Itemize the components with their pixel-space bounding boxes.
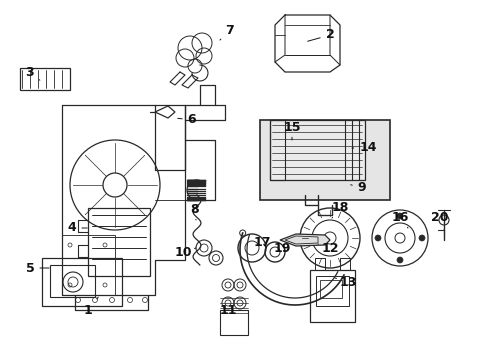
Circle shape [418, 235, 424, 241]
Text: 10: 10 [174, 246, 196, 258]
Circle shape [374, 235, 380, 241]
Text: 4: 4 [67, 221, 87, 234]
Bar [269, 120, 364, 180]
Text: 13: 13 [334, 275, 356, 288]
Bar [319, 280, 341, 298]
Bar [315, 276, 348, 306]
Text: 5: 5 [25, 261, 49, 274]
Text: 14: 14 [351, 141, 376, 154]
Text: 2: 2 [307, 28, 334, 41]
Text: 18: 18 [331, 202, 348, 218]
Text: 20: 20 [430, 211, 448, 230]
Circle shape [396, 257, 402, 263]
Text: 6: 6 [178, 113, 196, 126]
Text: 17: 17 [253, 235, 270, 248]
Text: 15: 15 [283, 121, 300, 140]
Text: 9: 9 [350, 181, 366, 194]
Text: 16: 16 [390, 211, 408, 228]
Text: 12: 12 [317, 242, 338, 255]
Text: 19: 19 [273, 242, 290, 255]
Bar [220, 310, 247, 335]
Bar [50, 265, 95, 297]
Text: 8: 8 [190, 203, 199, 220]
Polygon shape [280, 234, 329, 246]
Bar [20, 68, 70, 90]
Text: 3: 3 [26, 66, 40, 80]
Circle shape [396, 213, 402, 219]
Text: 11: 11 [219, 298, 236, 316]
Bar [42, 258, 122, 306]
Bar [260, 120, 389, 200]
Text: 7: 7 [220, 23, 234, 40]
Bar [269, 120, 285, 180]
Bar [88, 208, 150, 276]
Text: 1: 1 [83, 297, 98, 316]
Bar [309, 270, 354, 322]
